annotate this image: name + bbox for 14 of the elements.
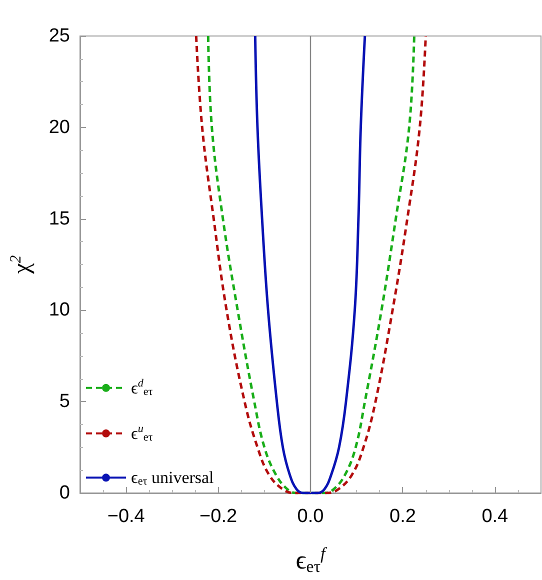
x-tick-label: 0.4 [482,506,509,527]
x-tick-label: 0.0 [297,506,324,527]
y-tick-label: 15 [48,208,70,230]
y-axis-title: χ2 [8,255,35,275]
line-series [254,34,366,494]
y-tick-label: 5 [59,391,70,412]
x-tick-label: −0.2 [200,506,238,527]
x-tick-label: 0.2 [389,506,416,527]
y-tick-label: 25 [48,26,70,46]
y-tick-label: 20 [48,116,70,138]
x-tick-label: −0.4 [107,506,146,527]
legend-label: ϵeτ universal [131,468,214,488]
y-tick-label: 0 [59,482,70,504]
y-tick-label: 10 [48,300,70,321]
